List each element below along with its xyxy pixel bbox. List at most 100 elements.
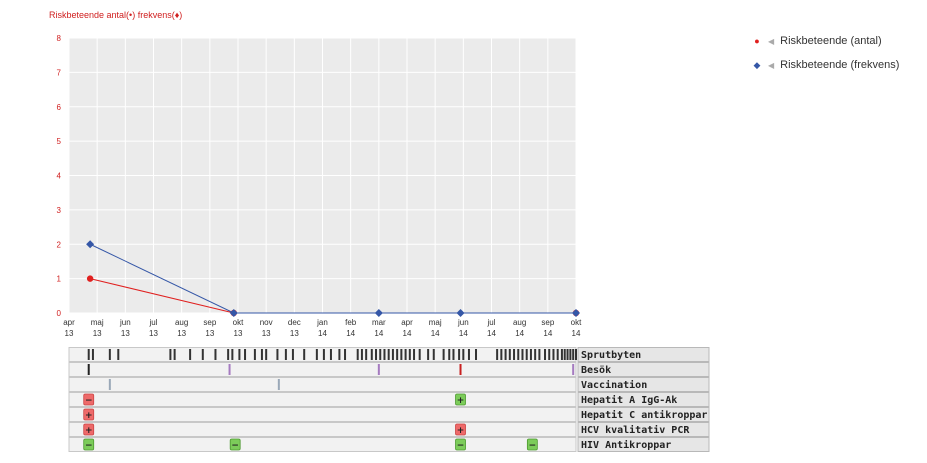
timeline-tick[interactable] <box>356 349 359 360</box>
timeline-tick[interactable] <box>404 349 407 360</box>
data-point[interactable] <box>229 309 238 317</box>
test-result-badge[interactable] <box>83 423 95 436</box>
timeline-tick[interactable] <box>344 349 347 360</box>
timeline-row-label[interactable]: Hepatit A IgG-Ak <box>581 394 677 406</box>
timeline-tick[interactable] <box>227 349 230 360</box>
timeline-row-label[interactable]: Sprutbyten <box>581 350 641 361</box>
timeline-tick[interactable] <box>572 364 575 375</box>
timeline-tick[interactable] <box>370 349 373 360</box>
timeline-tick[interactable] <box>400 349 403 360</box>
timeline-tick[interactable] <box>117 349 120 360</box>
timeline-tick[interactable] <box>108 379 111 390</box>
timeline-tick[interactable] <box>87 364 90 375</box>
timeline-tick[interactable] <box>338 349 341 360</box>
timeline-tick[interactable] <box>375 349 378 360</box>
legend-item-frekvens[interactable]: ◆ ◀ Riskbeteende (frekvens) <box>752 59 900 71</box>
test-result-badge[interactable] <box>229 438 241 451</box>
timeline-tick[interactable] <box>365 349 368 360</box>
test-result-badge[interactable] <box>83 438 95 451</box>
timeline-tick[interactable] <box>291 349 294 360</box>
timeline-tick[interactable] <box>452 349 455 360</box>
timeline-tick[interactable] <box>284 349 287 360</box>
timeline-tick[interactable] <box>265 349 268 360</box>
timeline-tick[interactable] <box>552 349 555 360</box>
timeline-tick[interactable] <box>108 349 111 360</box>
timeline-tick[interactable] <box>525 349 528 360</box>
timeline-tick[interactable] <box>173 349 176 360</box>
timeline-tick[interactable] <box>387 349 390 360</box>
timeline-tick[interactable] <box>508 349 511 360</box>
timeline-tick[interactable] <box>467 349 470 360</box>
test-result-badge[interactable] <box>455 438 466 451</box>
timeline-tick[interactable] <box>377 364 380 375</box>
timeline-tick[interactable] <box>214 349 217 360</box>
timeline-tick[interactable] <box>529 349 532 360</box>
timeline-tick[interactable] <box>504 349 507 360</box>
timeline-tick[interactable] <box>560 349 563 360</box>
timeline-tick[interactable] <box>329 349 332 360</box>
timeline-tick[interactable] <box>534 349 537 360</box>
timeline-tick[interactable] <box>544 349 547 360</box>
timeline-tick[interactable] <box>413 349 416 360</box>
timeline-tick[interactable] <box>432 349 435 360</box>
timeline-tick[interactable] <box>538 349 541 360</box>
timeline-tick[interactable] <box>448 349 451 360</box>
timeline-tick[interactable] <box>360 349 363 360</box>
timeline-tick[interactable] <box>228 364 231 375</box>
test-result-badge[interactable] <box>83 393 95 406</box>
timeline-tick[interactable] <box>521 349 524 360</box>
timeline-tick[interactable] <box>87 349 90 360</box>
timeline-tick[interactable] <box>201 349 204 360</box>
timeline-tick[interactable] <box>575 349 577 360</box>
data-point[interactable] <box>456 309 465 317</box>
timeline-tick[interactable] <box>572 349 575 360</box>
timeline-tick[interactable] <box>91 349 94 360</box>
timeline-tick[interactable] <box>238 349 241 360</box>
data-point[interactable] <box>572 309 580 317</box>
timeline-tick[interactable] <box>566 349 569 360</box>
timeline-tick[interactable] <box>496 349 499 360</box>
test-result-badge[interactable] <box>83 408 95 421</box>
timeline-tick[interactable] <box>418 349 421 360</box>
timeline-tick[interactable] <box>569 349 572 360</box>
timeline-tick[interactable] <box>277 379 280 390</box>
timeline-tick[interactable] <box>500 349 503 360</box>
timeline-tick[interactable] <box>408 349 411 360</box>
timeline-tick[interactable] <box>244 349 247 360</box>
legend-item-antal[interactable]: ● ◀ Riskbeteende (antal) <box>752 35 881 47</box>
data-point[interactable] <box>86 240 95 249</box>
timeline-tick[interactable] <box>276 349 279 360</box>
timeline-tick[interactable] <box>315 349 318 360</box>
timeline-tick[interactable] <box>253 349 256 360</box>
timeline-row-label[interactable]: Vaccination <box>581 379 647 391</box>
timeline-tick[interactable] <box>396 349 399 360</box>
timeline-tick[interactable] <box>462 349 465 360</box>
timeline-row-label[interactable]: HCV kvalitativ PCR <box>581 424 690 436</box>
timeline-tick[interactable] <box>189 349 192 360</box>
timeline-tick[interactable] <box>556 349 559 360</box>
timeline-tick[interactable] <box>427 349 430 360</box>
timeline-row-label[interactable]: HIV Antikroppar <box>581 439 671 451</box>
timeline-tick[interactable] <box>169 349 172 360</box>
timeline-tick[interactable] <box>563 349 566 360</box>
timeline-tick[interactable] <box>442 349 445 360</box>
timeline-tick[interactable] <box>458 349 461 360</box>
timeline-tick[interactable] <box>303 349 306 360</box>
timeline-tick[interactable] <box>459 364 462 375</box>
timeline-tick[interactable] <box>379 349 382 360</box>
timeline-tick[interactable] <box>391 349 394 360</box>
timeline-tick[interactable] <box>513 349 516 360</box>
timeline-tick[interactable] <box>517 349 520 360</box>
timeline-row-label[interactable]: Besök <box>581 365 611 376</box>
timeline-tick[interactable] <box>475 349 478 360</box>
test-result-badge[interactable] <box>526 438 538 451</box>
timeline-row-label[interactable]: Hepatit C antikroppar <box>581 409 707 421</box>
timeline-tick[interactable] <box>260 349 263 360</box>
timeline-tick[interactable] <box>383 349 386 360</box>
timeline-tick[interactable] <box>231 349 234 360</box>
timeline-tick[interactable] <box>548 349 551 360</box>
timeline-tick[interactable] <box>322 349 325 360</box>
data-point[interactable] <box>374 309 383 317</box>
test-result-badge[interactable] <box>455 393 466 406</box>
test-result-badge[interactable] <box>455 423 466 436</box>
